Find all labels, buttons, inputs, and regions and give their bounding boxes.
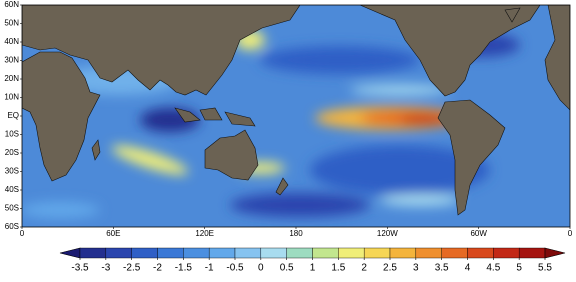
colorbar-label: 1: [310, 263, 316, 274]
colorbar-segment: [363, 247, 391, 259]
lat-label: 40S: [5, 185, 19, 194]
greenland: [504, 7, 521, 23]
lon-label: 120W: [377, 229, 398, 238]
lat-label: 30S: [5, 167, 19, 176]
lat-label: 20S: [5, 148, 19, 157]
colorbar-label: 3.5: [435, 263, 449, 274]
africa-west: [544, 5, 570, 111]
lat-label: 10N: [4, 93, 19, 102]
eurasia: [22, 5, 301, 96]
colorbar-segment: [105, 247, 132, 259]
colorbar-label: 4.5: [486, 263, 500, 274]
lat-label: 60N: [4, 0, 19, 9]
colorbar-label: 2.5: [383, 263, 397, 274]
colorbar-label: 3: [413, 263, 419, 274]
north-america: [359, 5, 541, 97]
colorbar-segment: [312, 247, 339, 259]
lat-label: 30N: [4, 56, 19, 65]
colorbar-label: -0.5: [226, 263, 244, 274]
lat-label: 40N: [4, 37, 19, 46]
lat-label: 20N: [4, 74, 19, 83]
colorbar-label: 0.5: [280, 263, 294, 274]
colorbar-segment: [131, 247, 158, 259]
lat-label: 60S: [5, 222, 19, 231]
colorbar-label: 5.5: [538, 263, 552, 274]
colorbar-label: 4: [465, 263, 471, 274]
lon-label: 0: [568, 229, 573, 238]
colorbar-segment: [234, 247, 262, 259]
lon-label: 60E: [106, 229, 120, 238]
africa: [22, 51, 101, 182]
colorbar-segment: [183, 247, 210, 259]
madagascar: [91, 139, 101, 161]
lon-label: 180: [289, 229, 303, 238]
colorbar-label: -2: [153, 263, 162, 274]
colorbar-segment: [493, 247, 520, 259]
colorbar-label: -3.5: [71, 263, 89, 274]
australia: [204, 129, 259, 181]
colorbar-label: -3: [101, 263, 110, 274]
lon-label: 0: [20, 229, 25, 238]
colorbar-segment: [260, 247, 287, 259]
colorbar-end: [544, 247, 566, 259]
lat-label: 10S: [5, 130, 19, 139]
lat-label: 50N: [4, 19, 19, 28]
lat-label: EQ: [7, 111, 19, 120]
colorbar-segment: [415, 247, 442, 259]
colorbar-segment: [518, 247, 546, 259]
colorbar-label: 5: [516, 263, 522, 274]
colorbar-label: 1.5: [331, 263, 345, 274]
new-zealand: [275, 177, 289, 196]
colorbar-segment: [467, 247, 494, 259]
colorbar-segment: [389, 247, 417, 259]
indonesia: [174, 107, 256, 127]
colorbar-segment: [441, 247, 468, 259]
lon-label: 120E: [195, 229, 214, 238]
colorbar-label: 2: [361, 263, 367, 274]
colorbar-label: -1: [205, 263, 214, 274]
colorbar-label: 0: [258, 263, 264, 274]
lon-label: 60W: [470, 229, 487, 238]
map-field: [22, 5, 570, 227]
lat-label: 50S: [5, 204, 19, 213]
colorbar-segment: [286, 247, 313, 259]
south-america: [437, 99, 506, 216]
colorbar-end: [59, 247, 81, 259]
colorbar-segment: [208, 247, 236, 259]
colorbar-label: -2.5: [123, 263, 141, 274]
colorbar-segment: [79, 247, 107, 259]
colorbar-segment: [338, 247, 365, 259]
colorbar-segment: [157, 247, 184, 259]
colorbar-label: -1.5: [175, 263, 193, 274]
